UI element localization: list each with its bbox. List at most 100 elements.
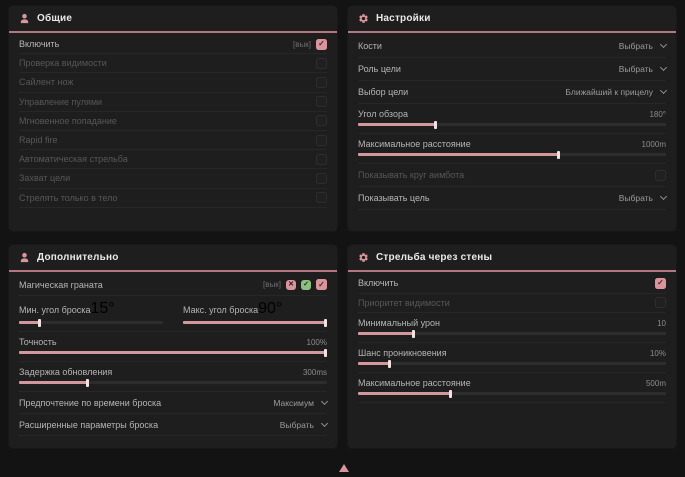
dropdown[interactable]: Выбрать [618,192,668,203]
row-label: Захват цели [19,173,71,184]
slider-handle[interactable] [38,318,42,327]
slider-labels: Максимальное расстояние 1000m [358,138,666,150]
slider-handle[interactable] [412,329,416,338]
panel-header: Настройки [348,6,676,33]
chevron-down-icon [320,419,329,427]
slider-track[interactable] [358,389,666,398]
slider-handle[interactable] [324,318,327,327]
row-label: Управление пулями [19,96,103,107]
slider-label: Максимальное расстояние [358,378,471,388]
toggle-row: Проверка видимости [19,54,327,74]
slider-fill [358,362,389,365]
panel-wallbang: Стрельба через стены Включить Приоритет ви… [347,244,677,449]
slider-labels: Точность 100% [19,336,327,348]
checkbox[interactable] [316,192,327,204]
slider-row: Макс. угол броска90° [183,300,327,327]
checkbox[interactable] [316,115,327,127]
panel-additional: Дополнительно Магическая граната [вык] Мин.… [8,244,338,449]
panel-header: Общие [9,6,337,33]
dropdown[interactable]: Ближайший к прицелу [565,86,668,97]
status-cross-icon[interactable] [286,279,296,290]
checkbox[interactable] [655,277,666,289]
row-label: Сайлент нож [19,77,74,88]
slider-labels: Шанс проникновения 10% [358,347,666,359]
slider-track[interactable] [183,318,327,327]
slider-pair-row: Мин. угол броска15° Макс. угол броска90° [19,296,327,332]
person-icon [19,13,30,24]
checkbox[interactable] [655,297,666,309]
slider-handle[interactable] [449,389,453,398]
dropdown-value: Максимум [273,397,314,408]
chevron-down-icon [659,63,668,72]
slider-labels: Макс. угол броска90° [183,300,327,318]
slider-value: 300ms [302,367,327,377]
row-controls [316,192,327,204]
row-controls [655,277,666,289]
slider-track[interactable] [19,348,327,357]
row-label: Мгновенное попадание [19,115,117,126]
slider-fill [358,392,451,395]
dropdown-value: Выбрать [618,193,653,203]
dropdown[interactable]: Выбрать [280,419,329,430]
checkbox[interactable] [316,172,327,184]
chevron-down-icon [659,86,668,95]
checkbox[interactable] [316,279,327,290]
row-controls [316,172,327,184]
toggle-row: Захват цели [19,169,327,189]
checkbox[interactable] [316,57,327,69]
slider-fill [358,332,414,335]
panel-general: Общие Включить [вык] Проверка видимости Сайл… [8,5,338,232]
slider-track[interactable] [19,318,163,327]
slider-track[interactable] [358,120,666,129]
scroll-up-icon[interactable] [339,464,349,472]
slider-value: 90° [258,300,283,317]
slider-track[interactable] [358,150,666,159]
dropdown[interactable]: Выбрать [619,40,668,51]
dropdown-value: Ближайший к прицелу [565,87,653,97]
toggle-row: Автоматическая стрельба [19,150,327,170]
checkbox[interactable] [316,153,327,165]
row-label: Приоритет видимости [358,297,450,308]
panel-body: Включить [вык] Проверка видимости Сайлент н… [9,33,337,208]
toggle-row: Включить [358,274,666,294]
row-label: Включить [358,278,399,289]
slider-handle[interactable] [557,150,561,159]
slider-track[interactable] [358,329,666,338]
slider-track[interactable] [358,359,666,368]
slider-row: Точность 100% [19,332,327,362]
checkbox[interactable] [316,38,327,50]
select-row: Выбор цели Ближайший к прицелу [358,81,668,104]
dropdown[interactable]: Максимум [273,397,329,408]
slider-labels: Минимальный урон 10 [358,317,666,329]
row-controls [316,153,327,165]
panel-body: Магическая граната[вык]Мин. угол броска1… [9,272,337,436]
slider-handle[interactable] [324,348,327,357]
person-icon [19,252,30,263]
slider-label: Максимальное расстояние [358,139,471,149]
checkbox[interactable] [316,134,327,146]
toggle-row: Стрелять только в тело [19,189,327,208]
slider-label: Макс. угол броска [183,305,259,315]
row-controls [316,134,327,146]
row-label: Автоматическая стрельба [19,154,128,165]
panel-title: Общие [37,13,73,24]
panel-settings: Настройки Кости Выбрать Роль цели Выбрать Выб… [347,5,677,232]
toggle-row: Rapid fire [19,131,327,151]
dropdown[interactable]: Выбрать [619,63,668,74]
slider-track[interactable] [19,378,327,387]
slider-row: Минимальный урон 10 [358,313,666,343]
row-label: Роль цели [358,64,401,74]
slider-handle[interactable] [434,120,437,129]
toggle-row: Управление пулями [19,93,327,112]
slider-fill [183,321,327,324]
slider-handle[interactable] [387,359,391,368]
slider-row: Максимальное расстояние 500m [358,373,666,403]
status-check-icon[interactable] [301,279,311,290]
checkbox[interactable] [316,76,327,88]
checkbox[interactable] [655,169,666,181]
row-controls [655,169,666,181]
checkbox[interactable] [316,96,327,108]
slider-handle[interactable] [85,378,89,387]
slider-inner: Макс. угол броска90° [183,300,327,327]
slider-label: Точность [19,337,57,347]
